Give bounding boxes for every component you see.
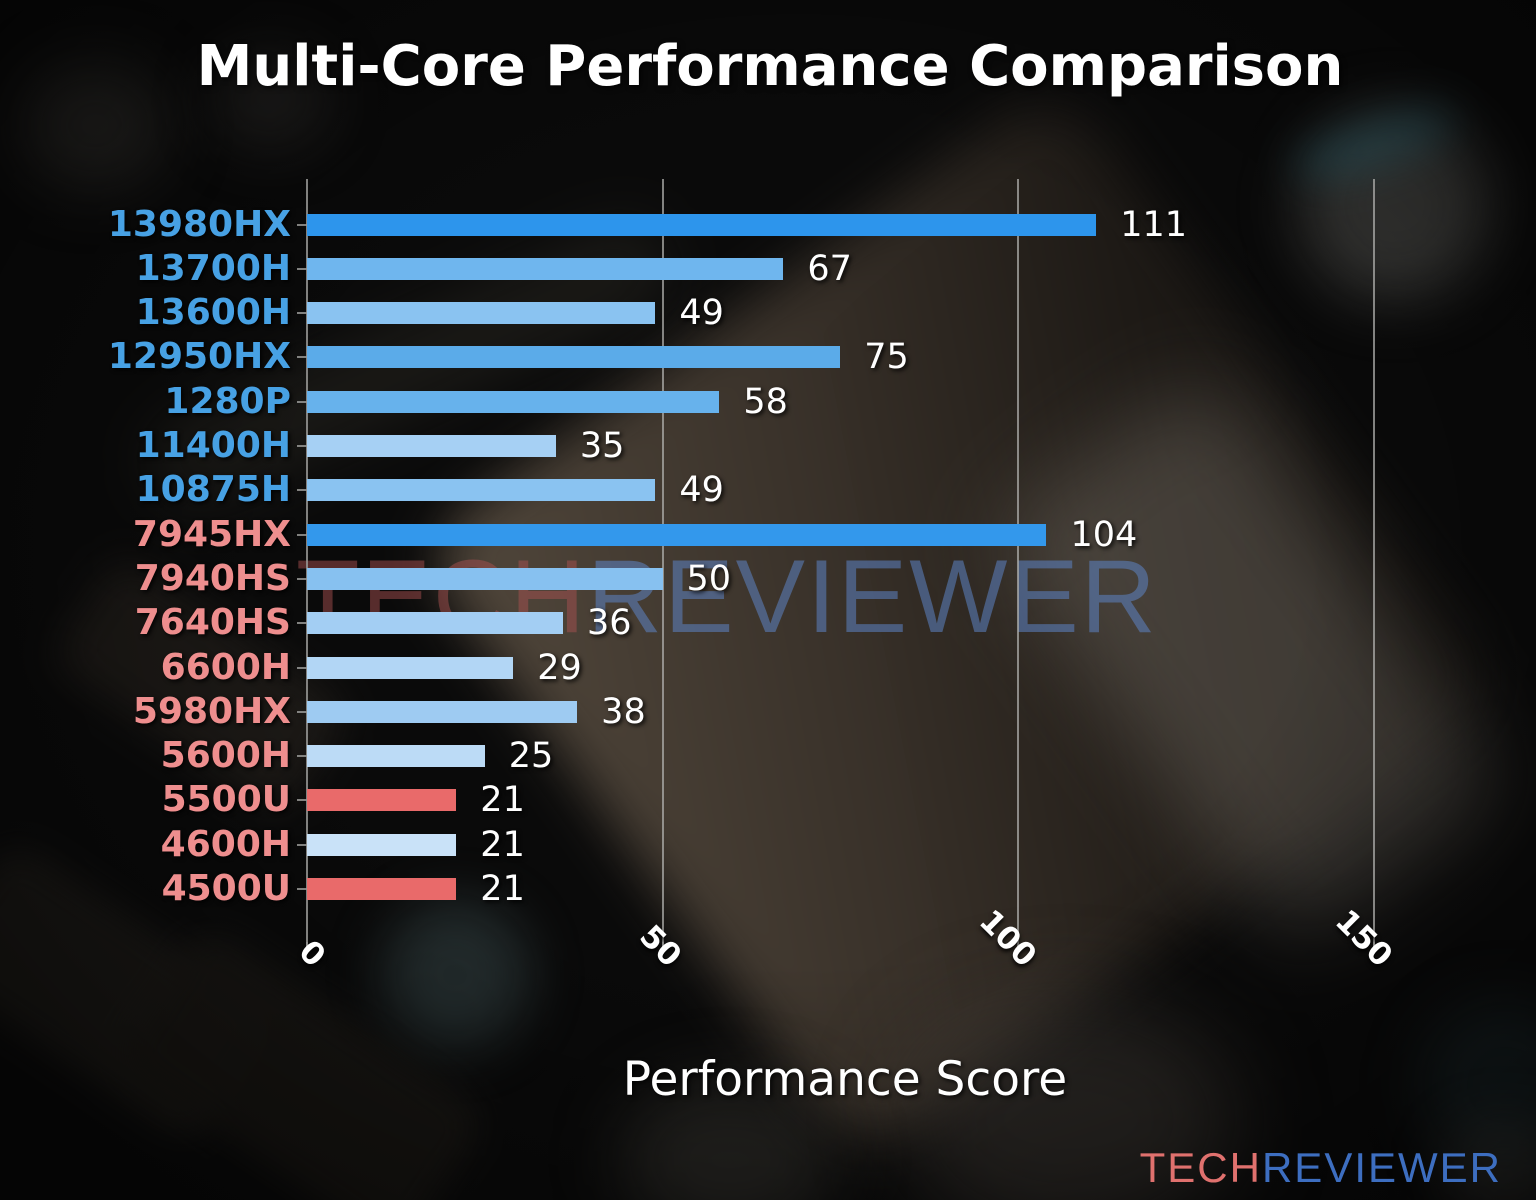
y-tick-mark <box>297 489 307 492</box>
bar <box>307 346 841 369</box>
bar <box>307 745 485 768</box>
bar <box>307 789 457 812</box>
category-label: 7640HS <box>134 602 291 644</box>
y-tick-mark <box>297 843 307 846</box>
x-tick-mark <box>1017 942 1019 954</box>
bar-value-label: 29 <box>537 647 582 688</box>
bar <box>307 833 457 856</box>
y-tick-mark <box>297 356 307 359</box>
category-label: 13600H <box>135 292 291 334</box>
bar-value-label: 25 <box>508 736 554 777</box>
bar-value-label: 36 <box>586 603 632 644</box>
category-label: 6600H <box>160 646 291 688</box>
x-tick-mark <box>306 942 308 954</box>
bar <box>307 435 556 457</box>
bar-value-label: 50 <box>686 558 732 599</box>
brand-logo-tech: TECH <box>1139 1144 1262 1191</box>
x-axis-label: Performance Score <box>622 1052 1068 1107</box>
bar-value-label: 104 <box>1070 514 1138 555</box>
category-label: 10875H <box>135 469 291 511</box>
bar-value-label: 38 <box>601 691 646 732</box>
x-tick-label: 100 <box>972 902 1044 975</box>
bar <box>307 213 1097 236</box>
y-tick-mark <box>297 312 307 315</box>
y-tick-mark <box>297 622 307 625</box>
bar <box>307 656 514 679</box>
y-tick-mark <box>297 888 307 890</box>
category-label: 5980HX <box>132 690 291 732</box>
y-tick-mark <box>297 533 307 536</box>
y-tick-mark <box>297 577 307 580</box>
y-tick-mark <box>297 267 307 270</box>
bar-value-label: 21 <box>480 869 525 909</box>
bar <box>307 878 457 900</box>
category-label: 7945HX <box>132 513 291 555</box>
bar <box>307 700 578 723</box>
bar-value-label: 35 <box>579 426 625 466</box>
bar-value-label: 21 <box>480 824 525 865</box>
x-tick-mark <box>661 942 664 954</box>
category-label: 1280P <box>164 380 291 422</box>
category-label: 12950HX <box>107 336 291 378</box>
y-tick-mark <box>297 223 307 226</box>
bar <box>307 612 563 635</box>
bar <box>307 567 663 590</box>
category-label: 5500U <box>161 779 291 821</box>
bar-value-label: 75 <box>864 337 909 378</box>
bar-value-label: 111 <box>1120 204 1188 245</box>
bar <box>307 302 656 325</box>
bar <box>307 523 1047 546</box>
bar-value-label: 49 <box>679 293 724 334</box>
category-label: 7940HS <box>134 557 291 599</box>
y-tick-mark <box>297 445 307 447</box>
bar <box>307 257 784 280</box>
category-label: 11400H <box>135 425 291 466</box>
x-tick-label: 150 <box>1327 902 1399 975</box>
category-label: 5600H <box>160 735 291 777</box>
gridline <box>661 179 664 942</box>
category-label: 4500U <box>161 868 291 909</box>
watermark-reviewer: REVIEWER <box>587 539 1158 655</box>
y-tick-mark <box>297 755 307 758</box>
y-tick-mark <box>297 666 307 669</box>
category-label: 13700H <box>135 247 291 289</box>
bar-value-label: 49 <box>679 470 724 511</box>
x-tick-label: 50 <box>631 918 688 975</box>
brand-logo: TECHREVIEWER <box>1140 1144 1502 1192</box>
bar-value-label: 58 <box>743 381 788 422</box>
gridline <box>1017 179 1019 942</box>
y-tick-mark <box>297 799 307 802</box>
chart-title: Multi-Core Performance Comparison <box>196 34 1344 99</box>
category-label: 13980HX <box>107 203 291 245</box>
bar <box>307 390 720 413</box>
bar-value-label: 21 <box>480 780 525 821</box>
brand-logo-reviewer: REVIEWER <box>1261 1144 1502 1191</box>
bar <box>307 479 656 502</box>
gridline <box>1372 179 1375 942</box>
y-axis-spine <box>306 179 308 942</box>
y-tick-mark <box>297 400 307 403</box>
y-tick-mark <box>297 710 307 713</box>
category-label: 4600H <box>160 823 291 865</box>
bar-value-label: 67 <box>807 248 852 289</box>
x-tick-mark <box>1372 942 1375 954</box>
